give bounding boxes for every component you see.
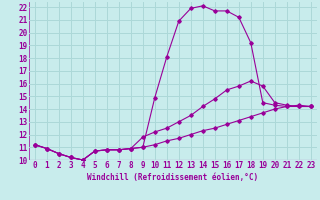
X-axis label: Windchill (Refroidissement éolien,°C): Windchill (Refroidissement éolien,°C) [87,173,258,182]
